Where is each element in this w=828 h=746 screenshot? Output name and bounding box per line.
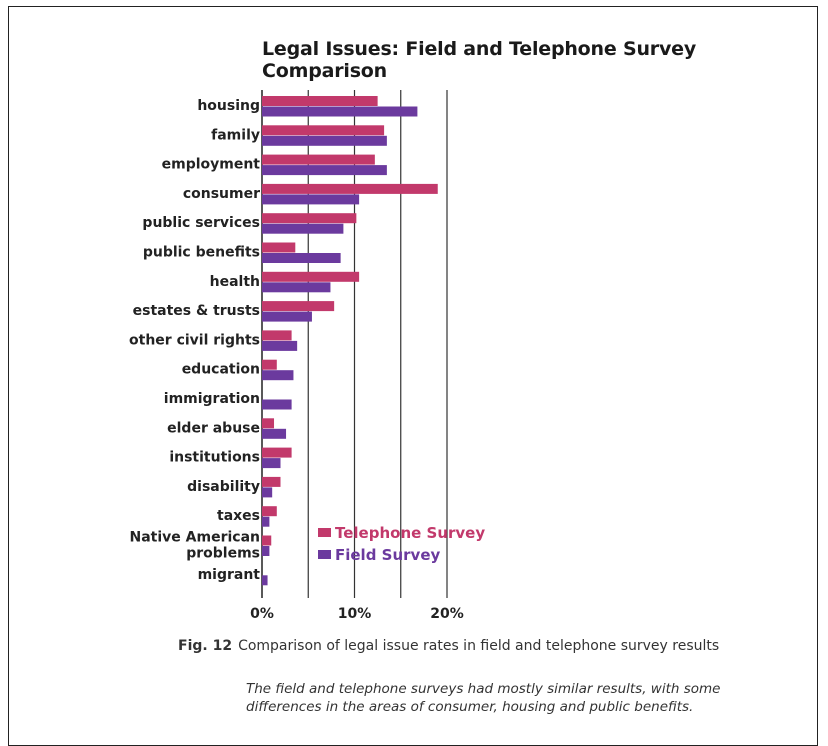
telephone-bar-0 [262,96,378,106]
telephone-bar-12 [262,447,292,458]
field-bar-5 [262,253,341,263]
telephone-bar-6 [262,271,360,282]
telephone-bar-9 [262,359,277,370]
category-label-10: immigration [164,391,260,407]
chart-title-line-2: Comparison [262,60,387,82]
figure-note: The field and telephone surveys had most… [246,681,721,715]
category-label-6: health [210,274,260,290]
x-tick-label-1: 10% [338,606,372,622]
bar-chart: housing family employment consumer public se… [129,90,485,622]
telephone-bar-11 [262,418,275,429]
chart-title-line-1: Legal Issues: Field and Telephone Survey [262,38,697,60]
field-bar-1 [262,135,387,146]
figure-label: Fig. 12 [178,638,233,654]
field-bar-12 [262,458,281,469]
field-bar-16 [262,575,268,586]
field-bar-11 [262,428,287,439]
field-bar-9 [262,370,294,381]
telephone-bar-7 [262,301,335,312]
category-label-4: public services [142,215,260,231]
telephone-bar-3 [262,183,438,194]
category-label-8: other civil rights [129,332,260,348]
chart-title: Legal Issues: Field and Telephone Survey… [262,38,696,82]
category-label-15-0: Native American [130,530,260,546]
category-label-3: consumer [183,186,260,202]
telephone-bar-5 [262,242,296,253]
category-label-0: housing [197,98,260,114]
field-bar-6 [262,282,331,293]
category-label-11: elder abuse [167,420,260,436]
category-label-14: taxes [217,508,260,524]
field-bar-0 [262,106,418,117]
figure-caption: Fig. 12 Comparison of legal issue rates i… [178,638,719,654]
category-label-15-1: problems [186,546,260,562]
field-bar-10 [262,399,292,410]
category-label-9: education [182,362,260,378]
category-label-12: institutions [169,450,260,466]
legend-label-field: Field Survey [335,546,440,564]
field-bar-8 [262,340,298,351]
legend-swatch-field [318,550,331,559]
category-label-1: family [211,127,260,143]
field-bar-3 [262,194,360,205]
category-label-2: employment [162,157,261,173]
category-label-7: estates & trusts [133,303,260,319]
telephone-bar-4 [262,213,357,224]
telephone-bar-15 [262,535,272,546]
telephone-bar-13 [262,476,281,487]
category-label-13: disability [187,479,260,495]
legend-label-telephone: Telephone Survey [335,524,485,542]
x-tick-label-2: 20% [430,606,464,622]
legend-swatch-telephone [318,528,331,537]
field-bar-13 [262,487,273,498]
category-label-16: migrant [198,567,261,583]
telephone-bar-2 [262,154,375,165]
telephone-bar-14 [262,506,277,517]
field-bar-15 [262,546,270,556]
field-bar-2 [262,165,387,176]
telephone-bar-1 [262,125,385,136]
field-bar-4 [262,223,344,234]
field-bar-14 [262,516,270,527]
telephone-bar-8 [262,330,292,341]
figure-caption-text: Comparison of legal issue rates in field… [238,638,720,654]
category-label-5: public benefits [143,245,260,261]
x-tick-label-0: 0% [250,606,274,622]
field-bar-7 [262,311,312,322]
